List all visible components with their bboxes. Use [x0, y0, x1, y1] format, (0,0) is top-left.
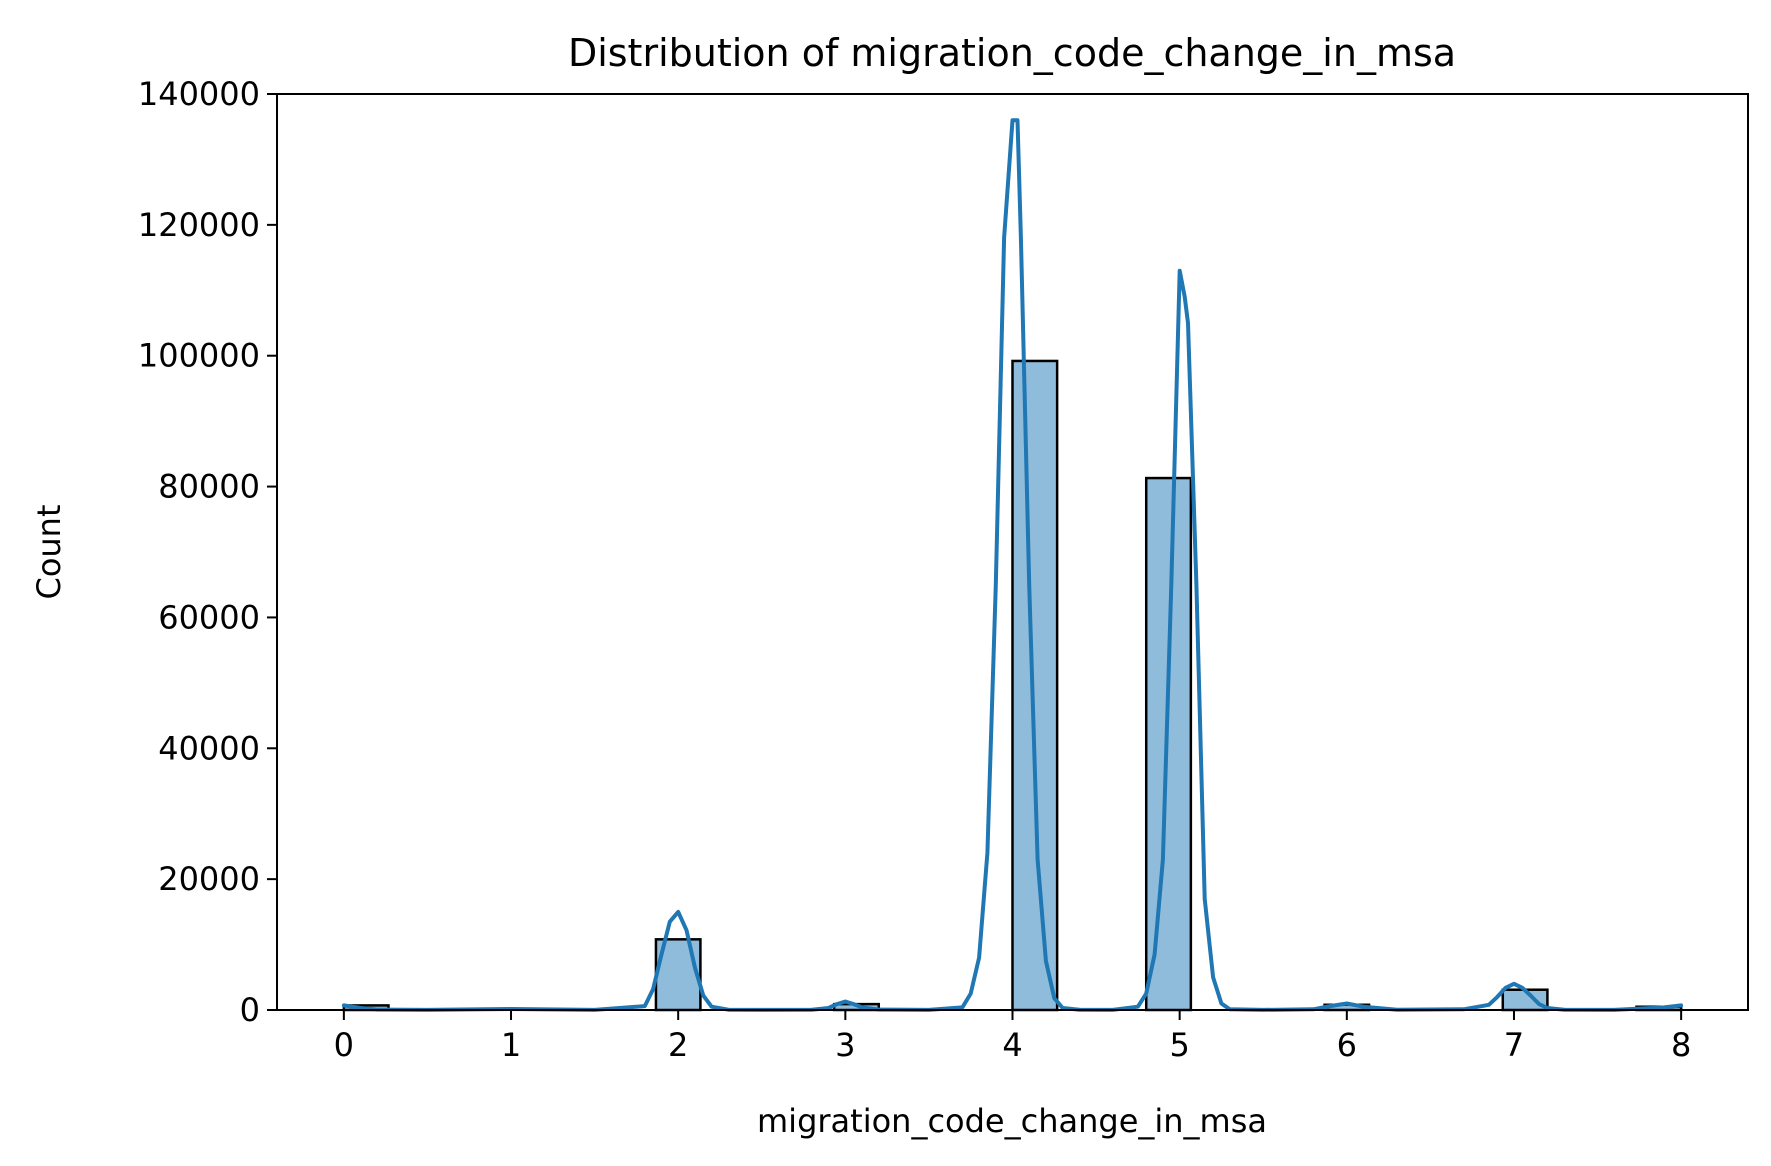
- y-tick-label: 80000: [158, 468, 260, 506]
- y-tick-label: 60000: [158, 598, 260, 636]
- x-tick-label: 5: [1169, 1026, 1189, 1064]
- x-tick-label: 3: [835, 1026, 855, 1064]
- y-tick-label: 0: [240, 991, 260, 1029]
- x-axis-label: migration_code_change_in_msa: [757, 1102, 1267, 1140]
- x-tick-label: 2: [668, 1026, 688, 1064]
- chart-title: Distribution of migration_code_change_in…: [568, 31, 1456, 75]
- y-tick-label: 140000: [138, 75, 260, 113]
- histogram-bar-3: [1011, 359, 1059, 1012]
- x-tick-label: 8: [1671, 1026, 1691, 1064]
- histogram-bar-4: [1144, 476, 1193, 1012]
- y-tick-label: 100000: [138, 337, 260, 375]
- x-tick-label: 1: [501, 1026, 521, 1064]
- x-tick-label: 6: [1337, 1026, 1357, 1064]
- x-axis-ticks: 0 1 2 3 4 5 6 7 8: [334, 1010, 1691, 1064]
- y-axis-ticks: 0 20000 40000 60000 80000 100000 120000 140000: [138, 75, 277, 1029]
- y-tick-label: 40000: [158, 729, 260, 767]
- y-axis-label: Count: [30, 504, 68, 599]
- histogram-bars: [342, 359, 1683, 1012]
- x-tick-label: 0: [334, 1026, 354, 1064]
- y-tick-label: 20000: [158, 860, 260, 898]
- x-tick-label: 7: [1504, 1026, 1524, 1064]
- x-tick-label: 4: [1002, 1026, 1022, 1064]
- y-tick-label: 120000: [138, 206, 260, 244]
